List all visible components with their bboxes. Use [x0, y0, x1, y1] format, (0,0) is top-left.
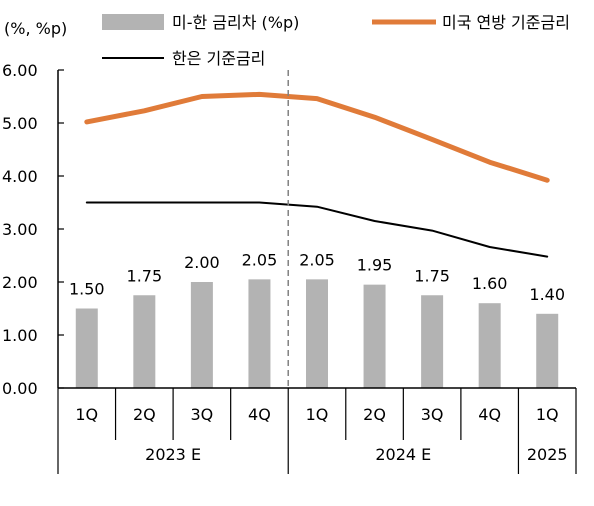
- legend: 미-한 금리차 (%p) 미국 연방 기준금리 한은 기준금리: [102, 13, 570, 68]
- bar: [190, 282, 213, 388]
- bar: [133, 295, 156, 388]
- bar-data-label: 1.50: [69, 280, 105, 299]
- group-label: 2024 E: [375, 445, 431, 464]
- y-tick-label: 6.00: [2, 61, 38, 80]
- bar: [75, 308, 98, 388]
- y-tick-label: 1.00: [2, 326, 38, 345]
- y-tick-label: 3.00: [2, 220, 38, 239]
- y-tick-label: 4.00: [2, 167, 38, 186]
- y-tick-label: 5.00: [2, 114, 38, 133]
- bar-data-label: 1.40: [529, 285, 565, 304]
- x-axis: 1Q 2Q 3Q 4Q 1Q 2Q 3Q 4Q 1Q 2023 E 2024 E 2025: [57, 70, 577, 474]
- bar: [478, 303, 501, 388]
- legend-bar-label: 미-한 금리차 (%p): [172, 13, 299, 32]
- bar-data-label: 1.75: [127, 266, 163, 285]
- x-tick-label: 1Q: [536, 405, 559, 424]
- bar: [363, 284, 386, 388]
- bar-data-labels: 1.50 1.75 2.00 2.05 2.05 1.95 1.75 1.60 1.40: [69, 250, 565, 303]
- x-tick-label: 2Q: [363, 405, 386, 424]
- group-label: 2025: [527, 445, 568, 464]
- y-axis: 0.00 1.00 2.00 3.00 4.00 5.00 6.00: [2, 61, 64, 398]
- x-tick-label: 1Q: [306, 405, 329, 424]
- bar-data-label: 1.60: [472, 274, 508, 293]
- us-rate-line: [84, 91, 550, 183]
- x-tick-label: 4Q: [248, 405, 271, 424]
- y-tick-label: 0.00: [2, 379, 38, 398]
- bar-data-label: 2.00: [184, 253, 220, 272]
- bar: [248, 279, 271, 388]
- x-tick-label: 1Q: [75, 405, 98, 424]
- bar-data-label: 2.05: [299, 250, 335, 269]
- x-tick-label: 2Q: [133, 405, 156, 424]
- line-series: [84, 91, 550, 258]
- legend-kr-rate-label: 한은 기준금리: [172, 49, 265, 68]
- group-label: 2023 E: [145, 445, 201, 464]
- bar-series: [75, 279, 559, 388]
- bar-data-label: 2.05: [242, 250, 278, 269]
- kr-rate-line: [85, 201, 549, 258]
- unit-label: (%, %p): [4, 19, 67, 38]
- bar: [536, 313, 559, 388]
- bar: [306, 279, 328, 388]
- bar-data-label: 1.95: [357, 256, 393, 275]
- x-tick-label: 4Q: [478, 405, 501, 424]
- bar-data-label: 1.75: [414, 266, 450, 285]
- bar: [421, 295, 444, 388]
- y-tick-label: 2.00: [2, 273, 38, 292]
- legend-us-rate-label: 미국 연방 기준금리: [442, 13, 570, 32]
- legend-bar-swatch: [102, 14, 164, 30]
- x-tick-label: 3Q: [421, 405, 444, 424]
- x-tick-label: 3Q: [190, 405, 213, 424]
